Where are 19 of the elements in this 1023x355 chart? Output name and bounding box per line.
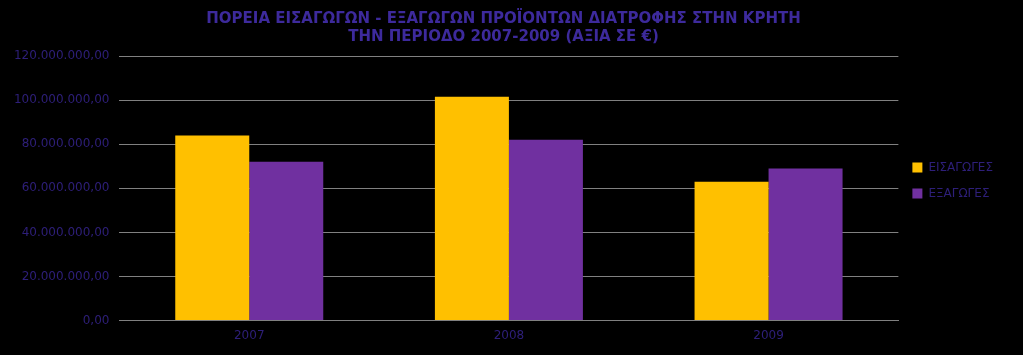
bar <box>508 139 583 321</box>
bar <box>434 96 509 321</box>
bar <box>694 181 769 321</box>
bar <box>768 168 843 321</box>
chart-title: ΠΟΡΕΙΑ ΕΙΣΑΓΩΓΩΝ - ΕΞΑΓΩΓΩΝ ΠΡΟΪΟΝΤΩΝ ΔΙΑΤΡΟΦΗΣ ΣΤΗΝ ΚΡΗΤΗ ΤΗΝ ΠΕΡΙΟΔΟ 2007-2009 (ΑΞΙΑ ΣΕ €) <box>206 7 801 45</box>
y-tick-label: 0,00 <box>82 312 110 327</box>
y-tick-label: 120.000.000,00 <box>13 48 110 63</box>
x-tick-label: 2009 <box>753 327 784 342</box>
x-tick-label: 2008 <box>493 327 525 342</box>
legend-label: ΕΙΣΑΓΩΓΕΣ <box>928 159 994 174</box>
y-tick-label: 40.000.000,00 <box>21 224 110 239</box>
y-tick-label: 20.000.000,00 <box>21 268 110 283</box>
x-tick-label: 2007 <box>233 327 265 342</box>
y-tick-label: 100.000.000,00 <box>13 92 110 107</box>
legend-label: ΕΞΑΓΩΓΕΣ <box>928 185 990 200</box>
y-tick-label: 80.000.000,00 <box>21 136 110 151</box>
bar <box>249 161 324 321</box>
bar <box>175 135 250 321</box>
y-tick-label: 60.000.000,00 <box>21 180 110 195</box>
